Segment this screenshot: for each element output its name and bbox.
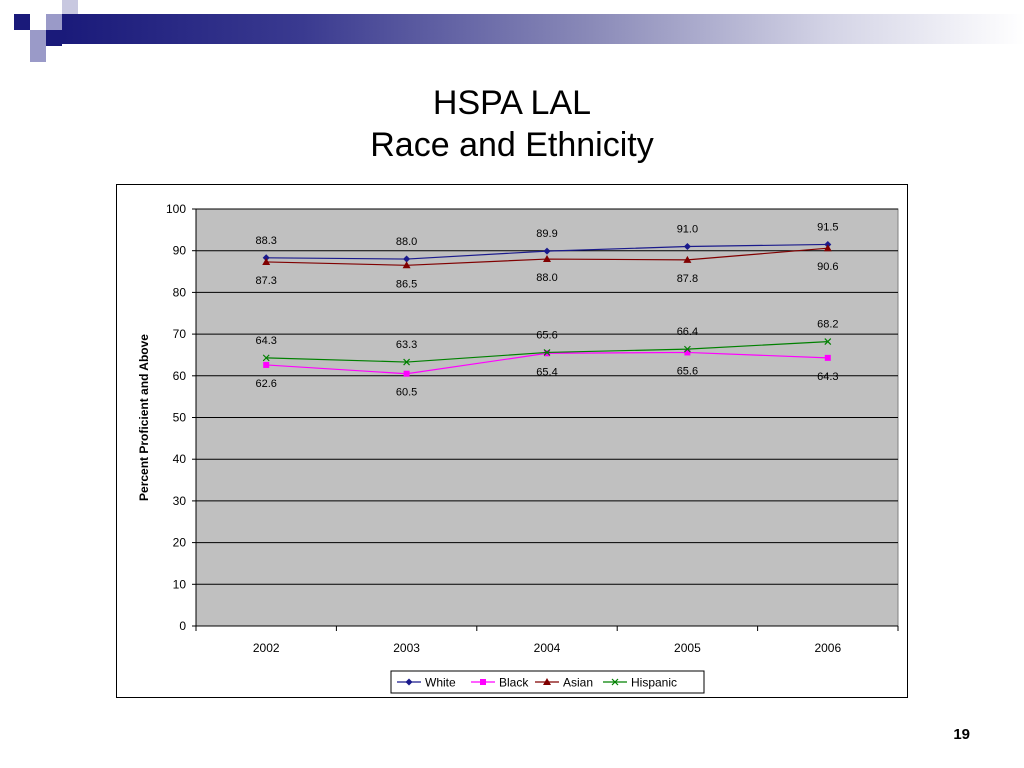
y-axis-title: Percent Proficient and Above — [137, 334, 151, 501]
x-tick-label: 2006 — [814, 641, 841, 655]
data-point-white — [262, 254, 270, 262]
data-label-black: 60.5 — [396, 387, 417, 399]
y-tick-label: 10 — [173, 577, 187, 591]
data-point-white — [543, 247, 551, 255]
data-point-hispanic — [683, 345, 691, 353]
data-point-asian — [823, 244, 832, 252]
y-tick-label: 30 — [173, 494, 187, 508]
legend-label-black: Black — [499, 676, 529, 690]
data-point-hispanic — [824, 338, 832, 346]
y-tick-label: 0 — [179, 619, 186, 633]
data-label-asian: 88.0 — [536, 272, 557, 284]
x-tick-label: 2004 — [534, 641, 561, 655]
data-point-asian — [683, 255, 692, 263]
data-label-asian: 86.5 — [396, 278, 417, 290]
legend-marker-hispanic — [611, 678, 619, 686]
deco-square — [14, 14, 30, 30]
data-point-black — [263, 361, 270, 368]
header-gradient-band — [62, 14, 1024, 44]
data-label-hispanic: 68.2 — [817, 319, 838, 331]
y-tick-label: 50 — [173, 411, 187, 425]
deco-square — [62, 0, 78, 14]
data-label-hispanic: 63.3 — [396, 339, 417, 351]
data-label-asian: 87.3 — [255, 275, 276, 287]
legend-marker-black — [480, 679, 486, 685]
data-point-asian — [262, 257, 271, 265]
y-tick-label: 80 — [173, 285, 187, 299]
y-tick-label: 70 — [173, 327, 187, 341]
data-label-hispanic: 66.4 — [677, 326, 698, 338]
data-point-hispanic — [543, 349, 551, 356]
chart-frame: 0 10 20 30 40 50 60 70 80 90 100 2002 2003 2004 2005 20… — [116, 184, 908, 698]
x-tick-label: 2003 — [393, 641, 420, 655]
data-point-white — [403, 255, 411, 263]
data-label-white: 89.9 — [536, 228, 557, 240]
data-point-black — [684, 349, 691, 356]
deco-square — [46, 14, 62, 30]
data-label-white: 91.5 — [817, 221, 838, 233]
data-point-white — [683, 243, 691, 251]
deco-square — [30, 30, 46, 46]
slide-number: 19 — [953, 726, 970, 743]
legend-label-white: White — [425, 676, 456, 690]
data-label-white: 91.0 — [677, 224, 698, 236]
deco-square — [46, 30, 62, 46]
y-tick-label: 90 — [173, 244, 187, 258]
legend-label-hispanic: Hispanic — [631, 676, 677, 690]
data-label-white: 88.3 — [255, 235, 276, 247]
data-point-asian — [402, 261, 411, 269]
slide-title-line2: Race and Ethnicity — [370, 126, 654, 164]
legend-marker-white — [405, 678, 413, 686]
data-point-hispanic — [262, 354, 270, 362]
slide-title: HSPA LAL Race and Ethnicity — [0, 82, 1024, 166]
slide-title-line1: HSPA LAL — [432, 84, 592, 122]
decorative-squares — [0, 0, 100, 70]
y-tick-label: 20 — [173, 536, 187, 550]
data-label-hispanic: 64.3 — [255, 335, 276, 347]
data-label-black: 62.6 — [255, 378, 276, 390]
data-label-asian: 90.6 — [817, 261, 838, 273]
data-label-black: 64.3 — [817, 371, 838, 383]
legend-label-asian: Asian — [563, 676, 593, 690]
data-label-hispanic: 65.6 — [536, 329, 557, 341]
y-tick-label: 60 — [173, 369, 187, 383]
y-tick-label: 100 — [166, 202, 186, 216]
x-tick-label: 2005 — [674, 641, 701, 655]
deco-square — [30, 46, 46, 62]
x-tick-label: 2002 — [253, 641, 280, 655]
legend-marker-asian — [543, 678, 551, 685]
y-tick-label: 40 — [173, 452, 187, 466]
data-point-asian — [543, 255, 551, 263]
line-chart: 0 10 20 30 40 50 60 70 80 90 100 2002 2003 2004 2005 20… — [137, 202, 899, 694]
data-point-black — [403, 370, 410, 377]
data-label-black: 65.6 — [677, 365, 698, 377]
data-label-asian: 87.8 — [677, 273, 698, 285]
data-point-hispanic — [403, 358, 411, 366]
data-point-black — [824, 354, 831, 361]
data-label-black: 65.4 — [536, 366, 557, 378]
data-label-white: 88.0 — [396, 236, 417, 248]
